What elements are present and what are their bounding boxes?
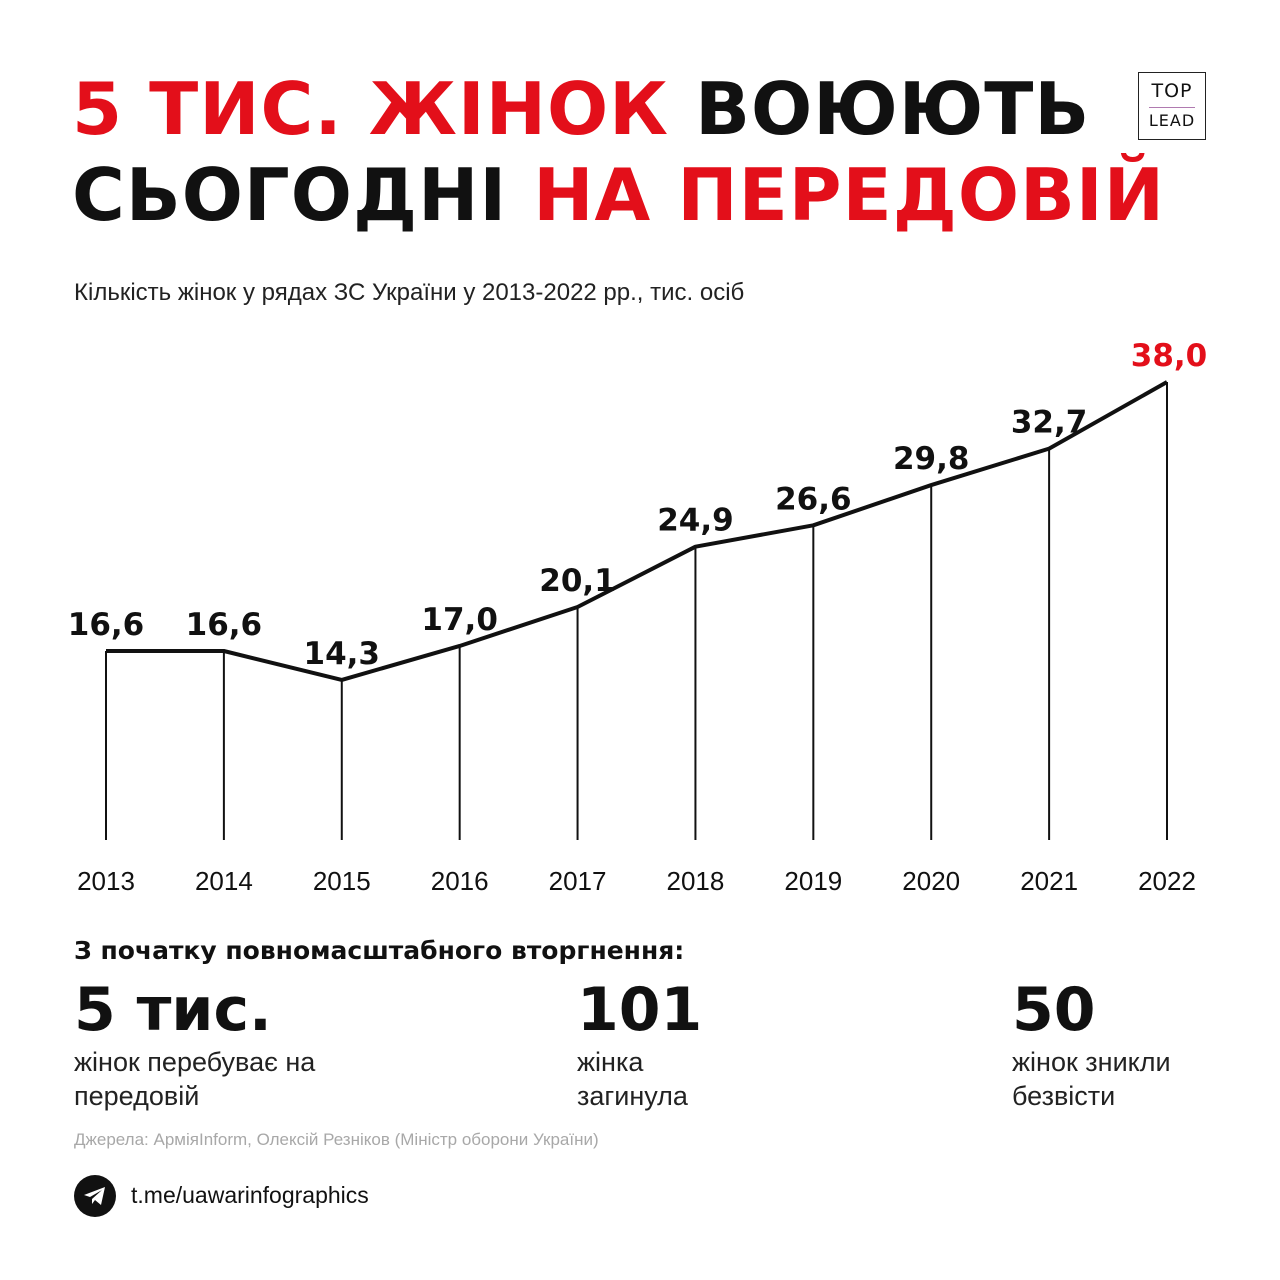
headline-part-1: 5 ТИС. ЖІНОК: [72, 67, 670, 151]
stat-women-missing: 50 жінок зникли безвісти: [1012, 975, 1222, 1113]
headline: 5 ТИС. ЖІНОК ВОЮЮТЬ СЬОГОДНІ НА ПЕРЕДОВІ…: [72, 66, 1165, 238]
stat-number: 101: [577, 975, 703, 1045]
x-tick-label-2021: 2021: [1020, 866, 1078, 896]
line-chart: 16,6 16,6 14,3 17,0 20,1 24,9 26,6 29,8 32,7 38,0…: [68, 338, 1208, 896]
chart-subtitle: Кількість жінок у рядах ЗС України у 201…: [74, 279, 745, 306]
data-label-2017: 20,1: [539, 563, 616, 599]
data-label-2016: 17,0: [421, 602, 498, 638]
x-tick-label-2019: 2019: [784, 866, 842, 896]
stat-description: жінок зникли безвісти: [1012, 1047, 1171, 1111]
stat-women-frontline: 5 тис. жінок перебуває на передовій: [74, 975, 354, 1113]
x-tick-label-2015: 2015: [313, 866, 371, 896]
logo-divider: [1149, 107, 1195, 108]
headline-part-3: СЬОГОДНІ: [72, 153, 508, 237]
sources-note: Джерела: АрміяInform, Олексій Резніков (…: [74, 1130, 599, 1149]
x-tick-label-2014: 2014: [195, 866, 253, 896]
data-label-2019: 26,6: [775, 481, 852, 517]
stat-number: 5 тис.: [74, 975, 272, 1045]
stat-description: жінок перебуває на передовій: [74, 1047, 316, 1111]
x-tick-label-2013: 2013: [77, 866, 135, 896]
headline-part-2: ВОЮЮТЬ: [695, 67, 1091, 151]
x-tick-label-2016: 2016: [431, 866, 489, 896]
stat-number: 50: [1012, 975, 1096, 1045]
x-tick-label-2020: 2020: [902, 866, 960, 896]
data-label-2018: 24,9: [657, 503, 734, 539]
data-label-2020: 29,8: [893, 441, 970, 477]
logo-line-2: LEAD: [1148, 111, 1196, 130]
series-line: [106, 380, 1168, 682]
x-tick-label-2022: 2022: [1138, 866, 1196, 896]
data-label-2022: 38,0: [1131, 338, 1208, 374]
headline-part-4: НА ПЕРЕДОВІЙ: [533, 153, 1165, 237]
x-tick-label-2018: 2018: [667, 866, 725, 896]
stat-women-killed: 101 жінка загинула: [577, 975, 757, 1113]
stat-description: жінка загинула: [577, 1047, 688, 1111]
logo-line-1: TOP: [1151, 80, 1193, 102]
data-label-2014: 16,6: [186, 607, 263, 643]
telegram-icon[interactable]: [74, 1175, 116, 1217]
data-label-2021: 32,7: [1011, 405, 1088, 441]
telegram-link[interactable]: t.me/uawarinfographics: [131, 1182, 369, 1208]
data-label-2015: 14,3: [304, 636, 381, 672]
x-tick-label-2017: 2017: [549, 866, 607, 896]
stats-title: З початку повномасштабного вторгнення:: [74, 936, 685, 965]
data-label-2013: 16,6: [68, 607, 145, 643]
toplead-logo: TOP LEAD: [1138, 72, 1206, 140]
